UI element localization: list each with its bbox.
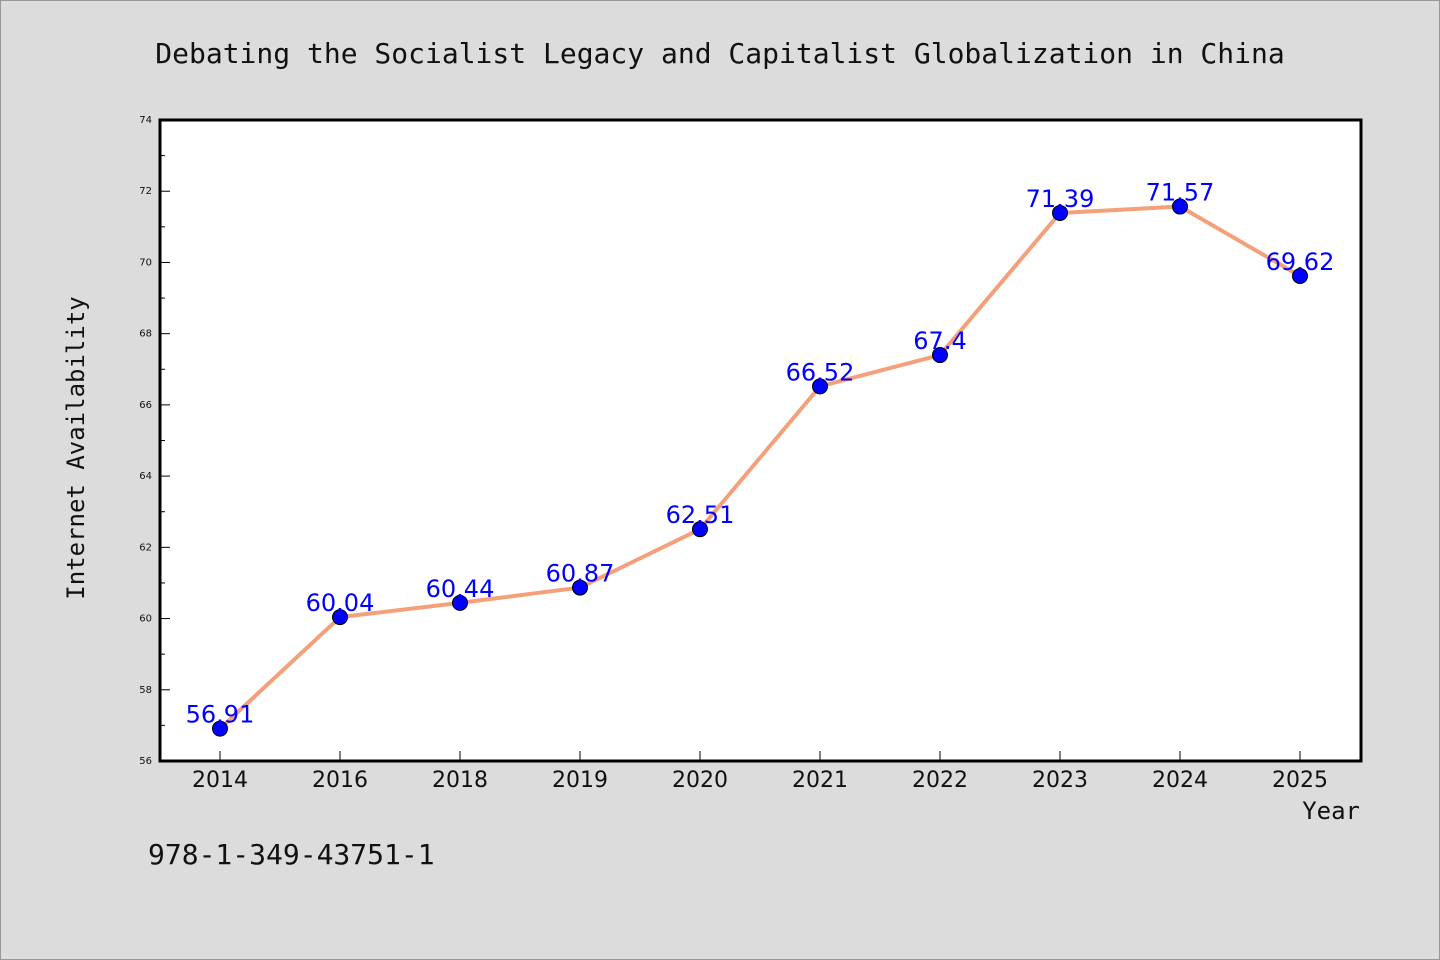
y-tick-label: 74 [139, 115, 152, 126]
x-tick-label: 2022 [912, 768, 968, 793]
y-tick-label: 64 [139, 471, 152, 482]
data-label: 56.91 [186, 701, 255, 729]
data-point [572, 579, 588, 596]
y-tick-label: 58 [139, 685, 152, 696]
y-tick-label: 72 [139, 186, 152, 197]
data-point [1172, 198, 1188, 215]
x-tick-label: 2018 [432, 768, 488, 793]
x-tick-label: 2021 [792, 768, 848, 793]
data-point [1052, 204, 1068, 221]
data-label: 67.4 [913, 327, 966, 355]
data-label: 60.04 [306, 589, 375, 617]
x-tick-label: 2016 [312, 768, 368, 793]
data-point [1292, 267, 1308, 284]
series-layer: 56.91 60.04 60.44 60.87 62.51 66.52 67.4 71.39 7… [186, 179, 1335, 737]
y-axis: 56 58 60 62 64 66 68 70 72 74 [139, 115, 170, 767]
x-tick-label: 2024 [1152, 768, 1208, 793]
data-label: 60.87 [546, 560, 615, 588]
data-point [212, 720, 228, 737]
x-axis: 2014 2016 2018 2019 2020 2021 2022 2023 2024 2025 [192, 751, 1328, 793]
x-tick-label: 2025 [1272, 768, 1328, 793]
data-label: 69.62 [1266, 248, 1335, 276]
data-label: 62.51 [666, 501, 735, 529]
y-tick-label: 66 [139, 400, 152, 411]
x-tick-label: 2020 [672, 768, 728, 793]
data-label: 60.44 [426, 575, 495, 603]
x-tick-label: 2023 [1032, 768, 1088, 793]
y-tick-label: 68 [139, 329, 152, 340]
data-label: 66.52 [786, 358, 855, 386]
data-point [692, 521, 708, 538]
x-tick-label: 2014 [192, 768, 248, 793]
data-point [932, 347, 948, 364]
y-tick-label: 56 [139, 756, 152, 767]
y-tick-label: 70 [139, 257, 152, 268]
y-tick-label: 60 [139, 614, 152, 625]
x-axis-label: Year [1302, 797, 1360, 825]
series-line [218, 204, 1302, 731]
data-point [812, 378, 828, 395]
data-label: 71.57 [1146, 179, 1215, 207]
data-label: 71.39 [1026, 185, 1095, 213]
plot-area [158, 118, 1363, 763]
y-tick-label: 62 [139, 542, 152, 553]
y-axis-label: Internet Availability [62, 296, 90, 599]
x-tick-label: 2019 [552, 768, 608, 793]
data-point [452, 594, 468, 611]
isbn-text: 978-1-349-43751-1 [148, 838, 435, 871]
data-point [332, 609, 348, 626]
chart-title: Debating the Socialist Legacy and Capita… [155, 37, 1284, 70]
